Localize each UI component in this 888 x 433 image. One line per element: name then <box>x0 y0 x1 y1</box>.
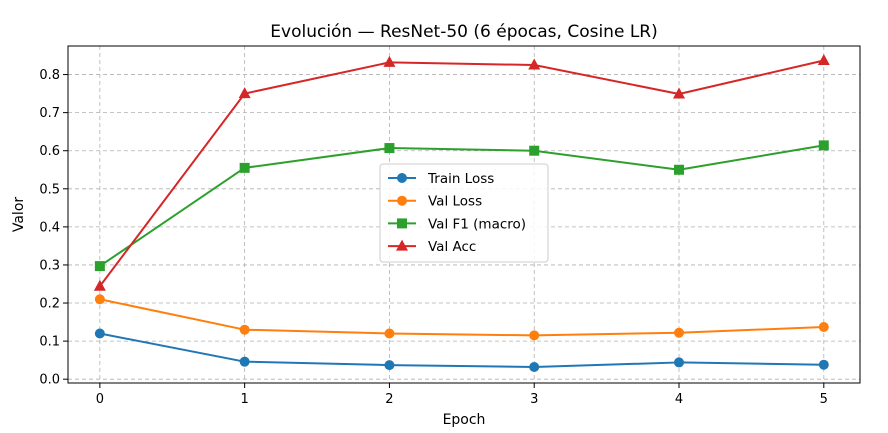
legend-label: Val F1 (macro) <box>428 216 526 232</box>
data-point-train-loss <box>94 328 105 339</box>
data-point-val-acc <box>383 55 396 67</box>
y-tick-label: 0.8 <box>39 68 60 83</box>
y-tick-label: 0.4 <box>39 220 60 235</box>
data-point-val-f1-macro <box>818 140 829 151</box>
y-tick-label: 0.1 <box>39 335 60 350</box>
legend-marker <box>397 218 407 229</box>
x-axis: 0 1 2 3 4 5 <box>96 383 828 407</box>
data-point-val-loss <box>529 330 540 341</box>
legend-item-train-loss: Train Loss <box>388 171 494 187</box>
x-tick-label: 0 <box>96 392 104 407</box>
data-point-train-loss <box>239 356 250 367</box>
y-tick-label: 0.3 <box>39 258 60 273</box>
data-point-val-f1-macro <box>529 145 540 156</box>
data-point-train-loss <box>384 360 395 371</box>
data-point-val-loss <box>384 328 395 339</box>
data-point-val-f1-macro <box>674 164 685 175</box>
data-point-val-f1-macro <box>384 143 395 154</box>
data-point-val-acc <box>238 87 251 99</box>
series-val-loss <box>94 294 829 341</box>
legend-marker <box>397 195 407 206</box>
data-point-val-acc <box>93 279 106 291</box>
y-tick-label: 0.2 <box>39 297 60 312</box>
x-axis-label: Epoch <box>443 412 486 428</box>
legend: Train Loss Val Loss Val F1 (macro) Val Acc <box>379 163 549 263</box>
series-val-f1-macro <box>94 140 829 272</box>
series-line-train-loss <box>99 332 824 369</box>
series-line-val-loss <box>99 298 824 337</box>
x-tick-label: 5 <box>820 392 828 407</box>
x-tick-label: 1 <box>241 392 249 407</box>
data-point-val-f1-macro <box>239 162 250 173</box>
data-point-val-loss <box>818 322 829 333</box>
series-val-acc <box>93 53 830 291</box>
legend-item-val-f1-macro: Val F1 (macro) <box>388 216 526 232</box>
y-tick-label: 0.5 <box>39 182 60 197</box>
data-point-val-f1-macro <box>94 261 105 272</box>
data-point-val-loss <box>239 324 250 335</box>
legend-label: Val Acc <box>428 239 476 255</box>
y-tick-label: 0.6 <box>39 144 60 159</box>
y-tick-label: 0.0 <box>39 373 60 388</box>
data-point-train-loss <box>529 362 540 373</box>
legend-item-val-loss: Val Loss <box>388 194 482 210</box>
legend-marker <box>396 239 408 251</box>
legend-item-val-acc: Val Acc <box>388 239 476 255</box>
data-point-val-acc <box>673 87 686 99</box>
x-tick-label: 4 <box>675 392 683 407</box>
y-axis-label: Valor <box>11 197 27 233</box>
series-line-val-acc <box>99 59 825 287</box>
x-tick-label: 2 <box>385 392 393 407</box>
x-tick-label: 3 <box>530 392 538 407</box>
y-axis: 0.0 0.1 0.2 0.3 0.4 0.5 0.6 0.7 0.8 <box>39 68 68 388</box>
chart-title: Evolución — ResNet-50 (6 épocas, Cosine … <box>270 22 657 42</box>
data-point-val-loss <box>674 327 685 338</box>
series-layer <box>93 53 830 373</box>
legend-label: Val Loss <box>428 194 482 210</box>
data-point-train-loss <box>674 357 685 368</box>
legend-box <box>379 163 549 263</box>
data-point-val-acc <box>528 58 541 70</box>
data-point-val-acc <box>817 53 830 65</box>
legend-marker <box>397 173 407 183</box>
series-train-loss <box>94 328 829 373</box>
data-point-val-loss <box>94 294 105 305</box>
data-point-train-loss <box>818 359 829 370</box>
plot-area <box>67 45 861 384</box>
legend-label: Train Loss <box>427 171 494 187</box>
series-line-val-f1-macro <box>99 144 824 267</box>
y-tick-label: 0.7 <box>39 106 60 121</box>
